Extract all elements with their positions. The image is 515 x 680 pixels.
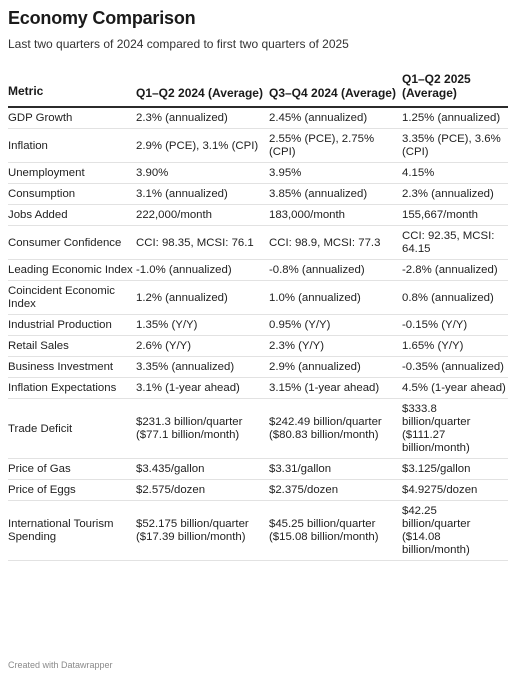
- q1q2-2024-cell: 3.1% (1-year ahead): [136, 377, 269, 399]
- table-row: GDP Growth 2.3% (annualized) 2.45% (annual…: [8, 107, 508, 129]
- comparison-table: Metric Q1–Q2 2024 (Average) Q3–Q4 2024 (…: [8, 72, 508, 561]
- q3q4-2024-cell: $45.25 billion/quarter ($15.08 billion/m…: [269, 500, 402, 561]
- q3q4-2024-cell: 2.9% (annualized): [269, 356, 402, 378]
- page-subtitle: Last two quarters of 2024 compared to fi…: [8, 37, 349, 51]
- q1q2-2024-cell: CCI: 98.35, MCSI: 76.1: [136, 225, 269, 260]
- q1q2-2024-cell: 2.6% (Y/Y): [136, 335, 269, 357]
- header-q1q2-2024: Q1–Q2 2024 (Average): [136, 72, 269, 108]
- q1q2-2025-cell: 0.8% (annualized): [402, 280, 508, 315]
- q1q2-2024-cell: -1.0% (annualized): [136, 259, 269, 281]
- q1q2-2024-cell: $231.3 billion/quarter ($77.1 billion/mo…: [136, 398, 269, 459]
- q1q2-2025-cell: CCI: 92.35, MCSI: 64.15: [402, 225, 508, 260]
- q1q2-2025-cell: $4.9275/dozen: [402, 479, 508, 501]
- q3q4-2024-cell: 3.95%: [269, 162, 402, 184]
- metric-cell: Price of Eggs: [8, 479, 136, 501]
- header-q1q2-2025: Q1–Q2 2025 (Average): [402, 72, 508, 108]
- table-row: Price of Eggs $2.575/dozen $2.375/dozen $4.…: [8, 479, 508, 501]
- table-row: Consumer Confidence CCI: 98.35, MCSI: 76.…: [8, 225, 508, 260]
- header-q3q4-2024: Q3–Q4 2024 (Average): [269, 72, 402, 108]
- q1q2-2025-cell: -2.8% (annualized): [402, 259, 508, 281]
- table-row: Inflation 2.9% (PCE), 3.1% (CPI) 2.55% (PC…: [8, 128, 508, 163]
- table-row: Leading Economic Index -1.0% (annualized)…: [8, 259, 508, 281]
- table-row: Price of Gas $3.435/gallon $3.31/gallon $3.…: [8, 458, 508, 480]
- q1q2-2024-cell: 1.35% (Y/Y): [136, 314, 269, 336]
- q3q4-2024-cell: $242.49 billion/quarter ($80.83 billion/…: [269, 398, 402, 459]
- metric-cell: Retail Sales: [8, 335, 136, 357]
- q1q2-2024-cell: 222,000/month: [136, 204, 269, 226]
- metric-cell: Leading Economic Index: [8, 259, 136, 281]
- q1q2-2025-cell: 155,667/month: [402, 204, 508, 226]
- q1q2-2025-cell: 3.35% (PCE), 3.6% (CPI): [402, 128, 508, 163]
- table-row: Business Investment 3.35% (annualized) 2.9…: [8, 356, 508, 378]
- q3q4-2024-cell: 0.95% (Y/Y): [269, 314, 402, 336]
- table-row: Trade Deficit $231.3 billion/quarter ($77…: [8, 398, 508, 459]
- q3q4-2024-cell: 183,000/month: [269, 204, 402, 226]
- q1q2-2024-cell: 2.9% (PCE), 3.1% (CPI): [136, 128, 269, 163]
- metric-cell: Coincident Economic Index: [8, 280, 136, 315]
- q1q2-2025-cell: 1.25% (annualized): [402, 107, 508, 129]
- q3q4-2024-cell: 1.0% (annualized): [269, 280, 402, 315]
- page-title: Economy Comparison: [8, 8, 196, 28]
- q1q2-2024-cell: 3.35% (annualized): [136, 356, 269, 378]
- metric-cell: Industrial Production: [8, 314, 136, 336]
- q1q2-2024-cell: 1.2% (annualized): [136, 280, 269, 315]
- metric-cell: Inflation: [8, 128, 136, 163]
- metric-cell: Jobs Added: [8, 204, 136, 226]
- q1q2-2025-cell: 4.5% (1-year ahead): [402, 377, 508, 399]
- table-body: GDP Growth 2.3% (annualized) 2.45% (annual…: [8, 107, 508, 561]
- q1q2-2025-cell: -0.35% (annualized): [402, 356, 508, 378]
- q1q2-2024-cell: $3.435/gallon: [136, 458, 269, 480]
- q1q2-2025-cell: 4.15%: [402, 162, 508, 184]
- q3q4-2024-cell: $3.31/gallon: [269, 458, 402, 480]
- metric-cell: Unemployment: [8, 162, 136, 184]
- table-row: Industrial Production 1.35% (Y/Y) 0.95% (Y…: [8, 314, 508, 336]
- table-row: Unemployment 3.90% 3.95% 4.15%: [8, 162, 508, 184]
- metric-cell: Price of Gas: [8, 458, 136, 480]
- table-row: International Tourism Spending $52.175 bi…: [8, 500, 508, 561]
- q3q4-2024-cell: -0.8% (annualized): [269, 259, 402, 281]
- q3q4-2024-cell: 3.85% (annualized): [269, 183, 402, 205]
- q3q4-2024-cell: 2.55% (PCE), 2.75% (CPI): [269, 128, 402, 163]
- q3q4-2024-cell: 2.3% (Y/Y): [269, 335, 402, 357]
- q3q4-2024-cell: $2.375/dozen: [269, 479, 402, 501]
- q1q2-2025-cell: $3.125/gallon: [402, 458, 508, 480]
- metric-cell: Business Investment: [8, 356, 136, 378]
- q1q2-2024-cell: $2.575/dozen: [136, 479, 269, 501]
- footer-credit: Created with Datawrapper: [8, 660, 113, 670]
- table-row: Retail Sales 2.6% (Y/Y) 2.3% (Y/Y) 1.65% (Y…: [8, 335, 508, 357]
- q1q2-2024-cell: $52.175 billion/quarter ($17.39 billion/…: [136, 500, 269, 561]
- metric-cell: International Tourism Spending: [8, 500, 136, 561]
- metric-cell: Consumer Confidence: [8, 225, 136, 260]
- q1q2-2025-cell: 1.65% (Y/Y): [402, 335, 508, 357]
- metric-cell: Consumption: [8, 183, 136, 205]
- q3q4-2024-cell: 2.45% (annualized): [269, 107, 402, 129]
- table-row: Coincident Economic Index 1.2% (annualize…: [8, 280, 508, 315]
- q1q2-2024-cell: 3.1% (annualized): [136, 183, 269, 205]
- q1q2-2024-cell: 2.3% (annualized): [136, 107, 269, 129]
- header-metric: Metric: [8, 72, 136, 108]
- q1q2-2025-cell: 2.3% (annualized): [402, 183, 508, 205]
- table-row: Consumption 3.1% (annualized) 3.85% (annua…: [8, 183, 508, 205]
- metric-cell: GDP Growth: [8, 107, 136, 129]
- metric-cell: Inflation Expectations: [8, 377, 136, 399]
- table-row: Jobs Added 222,000/month 183,000/month 155,…: [8, 204, 508, 226]
- q1q2-2025-cell: -0.15% (Y/Y): [402, 314, 508, 336]
- q1q2-2025-cell: $333.8 billion/quarter ($111.27 billion/…: [402, 398, 508, 459]
- q1q2-2024-cell: 3.90%: [136, 162, 269, 184]
- q1q2-2025-cell: $42.25 billion/quarter ($14.08 billion/m…: [402, 500, 508, 561]
- table-row: Inflation Expectations 3.1% (1-year ahead…: [8, 377, 508, 399]
- q3q4-2024-cell: CCI: 98.9, MCSI: 77.3: [269, 225, 402, 260]
- metric-cell: Trade Deficit: [8, 398, 136, 459]
- table-header-row: Metric Q1–Q2 2024 (Average) Q3–Q4 2024 (…: [8, 72, 508, 108]
- q3q4-2024-cell: 3.15% (1-year ahead): [269, 377, 402, 399]
